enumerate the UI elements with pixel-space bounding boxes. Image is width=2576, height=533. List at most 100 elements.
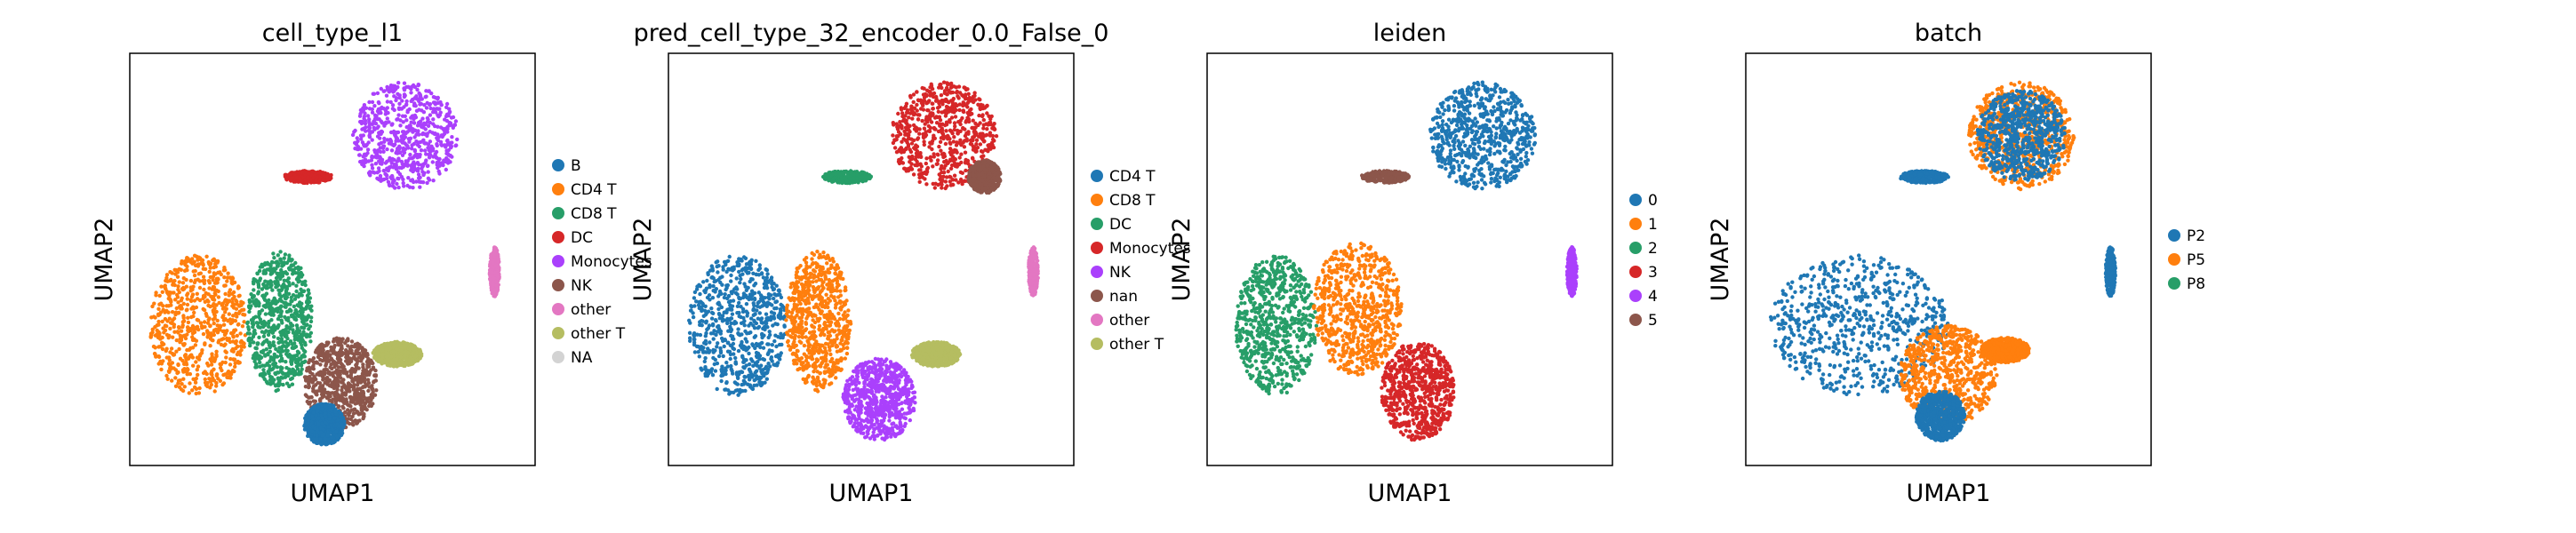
data-point <box>290 362 293 366</box>
data-point <box>396 81 400 84</box>
data-point <box>444 106 448 109</box>
data-point <box>357 153 361 156</box>
data-point <box>364 129 367 132</box>
data-point <box>210 352 213 355</box>
data-point <box>156 329 159 332</box>
data-point <box>235 307 238 311</box>
data-point <box>238 331 242 335</box>
data-point <box>203 279 206 282</box>
data-point <box>172 279 176 282</box>
data-point <box>433 100 436 104</box>
data-point <box>209 275 212 279</box>
data-point <box>342 371 346 375</box>
data-point <box>371 166 374 170</box>
data-point <box>348 369 352 372</box>
data-point <box>158 294 162 298</box>
data-point <box>410 143 413 147</box>
data-point <box>364 396 367 400</box>
data-point <box>272 344 276 347</box>
data-point <box>284 335 287 338</box>
data-point <box>234 312 237 315</box>
data-point <box>344 355 348 359</box>
data-point <box>297 171 300 174</box>
data-point <box>388 138 392 141</box>
data-point <box>180 330 183 333</box>
data-point <box>292 331 296 335</box>
data-point <box>184 355 188 359</box>
data-point <box>301 290 305 293</box>
data-point <box>196 364 200 368</box>
data-point <box>366 147 370 151</box>
data-point <box>280 309 284 313</box>
data-point <box>211 298 214 301</box>
data-point <box>364 119 367 123</box>
data-point <box>192 338 196 342</box>
data-point <box>289 378 292 381</box>
data-point <box>308 296 312 299</box>
data-point <box>354 357 357 361</box>
y-axis-label: UMAP2 <box>91 218 118 302</box>
data-point <box>193 298 196 302</box>
data-point <box>217 295 220 298</box>
data-point <box>204 381 207 385</box>
data-point <box>149 332 153 336</box>
data-point <box>340 422 343 426</box>
legend-marker <box>552 327 564 339</box>
data-point <box>161 320 164 323</box>
data-point <box>197 256 201 259</box>
data-point <box>303 416 307 419</box>
data-point <box>385 355 388 359</box>
legend-label: other T <box>571 325 626 343</box>
legend-marker <box>552 159 564 171</box>
data-point <box>350 415 354 418</box>
data-point <box>261 375 265 378</box>
data-point <box>203 320 206 323</box>
data-point <box>191 314 195 318</box>
data-point <box>982 139 986 143</box>
data-point <box>164 329 167 332</box>
data-point <box>176 284 180 288</box>
data-point <box>178 340 181 344</box>
data-point <box>428 113 432 116</box>
data-point <box>308 385 311 388</box>
data-point <box>166 311 170 314</box>
data-point <box>236 334 239 338</box>
data-point <box>178 280 181 283</box>
data-point <box>380 362 383 365</box>
data-point <box>217 290 220 293</box>
data-point <box>368 401 372 404</box>
data-point <box>308 339 312 343</box>
data-point <box>492 259 495 262</box>
data-point <box>266 261 269 265</box>
data-point <box>264 304 268 307</box>
data-point <box>305 305 308 308</box>
data-point <box>164 324 168 328</box>
data-point <box>172 322 176 326</box>
data-point <box>335 434 339 438</box>
data-point <box>448 141 452 145</box>
data-point <box>433 131 436 135</box>
data-point <box>204 255 208 259</box>
data-point <box>386 99 389 103</box>
data-point <box>304 323 308 327</box>
data-point <box>199 321 203 324</box>
data-point <box>357 418 361 422</box>
data-point <box>389 100 393 104</box>
data-point <box>212 378 216 382</box>
data-point <box>280 330 284 333</box>
data-point <box>256 324 260 328</box>
data-point <box>168 270 172 274</box>
data-point <box>198 286 202 290</box>
data-point <box>364 159 368 163</box>
data-point <box>292 346 296 349</box>
data-point <box>391 184 395 187</box>
data-point <box>351 408 355 411</box>
data-point <box>216 277 220 281</box>
data-point <box>305 299 308 303</box>
data-point <box>335 369 339 372</box>
data-point <box>417 172 420 176</box>
data-point <box>209 372 212 376</box>
data-point <box>450 135 453 139</box>
data-point <box>372 128 376 131</box>
data-point <box>206 322 210 325</box>
